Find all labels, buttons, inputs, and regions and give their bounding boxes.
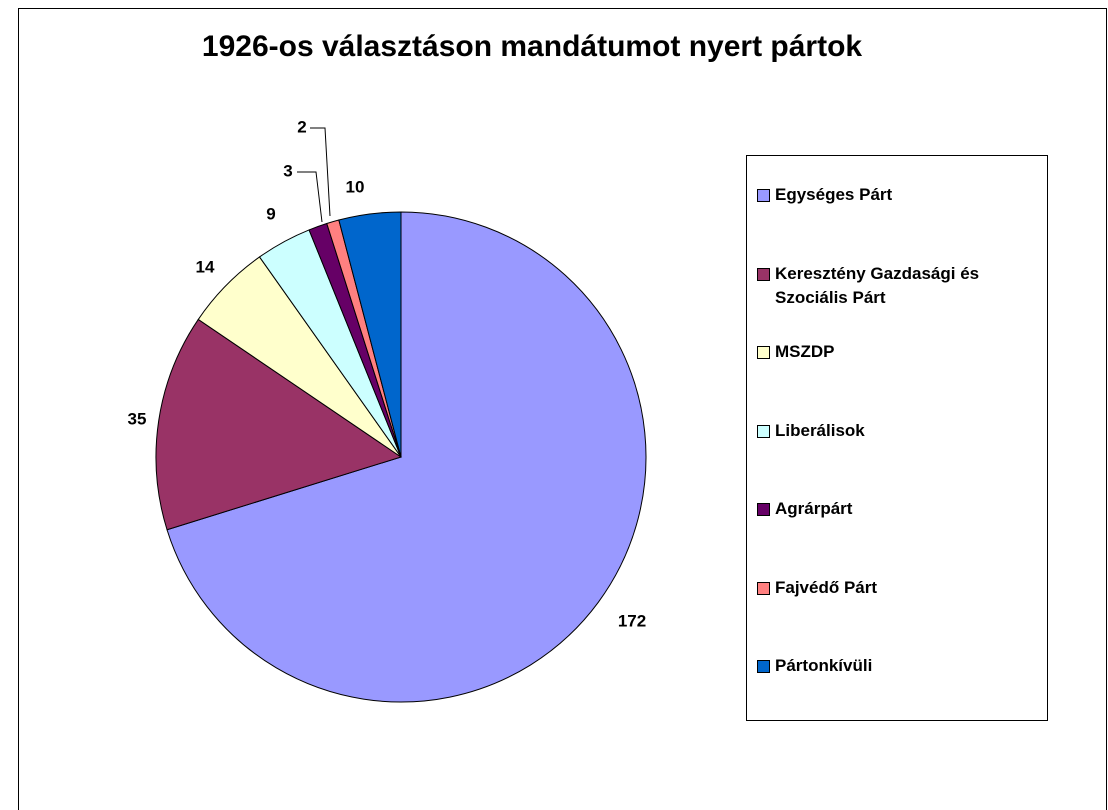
legend-label: Pártonkívüli [775,656,873,675]
legend-label: Agrárpárt [775,499,853,518]
legend-swatch [757,581,770,595]
data-label: 172 [618,611,646,630]
legend-swatch [757,424,770,438]
frame [18,8,1107,810]
data-label: 35 [128,409,147,428]
legend-item: Keresztény Gazdasági és Szociális Párt [757,262,1007,310]
legend: Egységes Párt Keresztény Gazdasági és Szo… [746,155,1048,721]
legend-item: Egységes Párt [757,183,1007,207]
legend-swatch [757,503,770,516]
legend-label: Keresztény Gazdasági és Szociális Párt [775,263,980,307]
pie-slice [155,318,403,531]
leader-line [297,171,323,223]
data-label: 10 [346,177,365,196]
legend-swatch [757,346,770,359]
chart-title: 1926-os választáson mandátumot nyert pár… [202,30,863,63]
data-label: 14 [196,257,215,276]
legend-swatch [757,660,770,673]
legend-item: Agrárpárt [757,497,1007,521]
legend-swatch [757,267,770,281]
legend-item: Fajvédő Párt [757,576,1007,600]
pie-slice [166,211,647,703]
legend-item: Pártonkívüli [757,654,1007,678]
leader-line [310,127,331,217]
legend-label: Fajvédő Párt [775,577,878,597]
data-label: 2 [297,117,306,136]
legend-label: MSZDP [775,342,835,361]
legend-label: Egységes Párt [775,185,893,204]
legend-label: Liberálisok [775,420,865,440]
legend-item: MSZDP [757,340,1007,364]
legend-swatch [757,189,770,202]
legend-item: Liberálisok [757,419,1007,443]
data-label: 9 [266,204,275,223]
pie-slice [338,211,402,458]
data-label: 3 [283,161,292,180]
